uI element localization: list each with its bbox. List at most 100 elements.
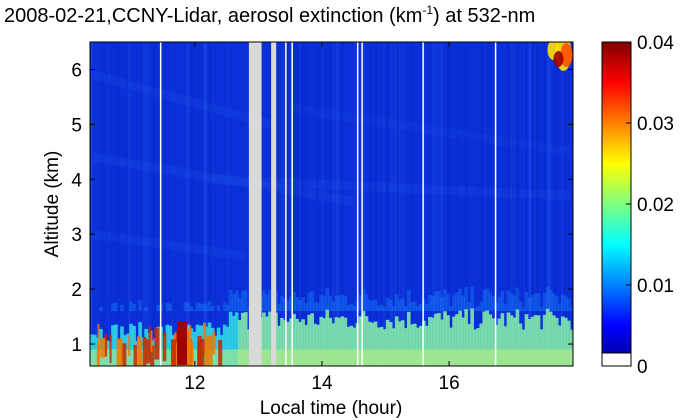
background-streak — [203, 42, 207, 366]
boundary-layer-transition — [228, 289, 233, 312]
background-streak — [382, 42, 386, 366]
background-streak — [431, 42, 435, 366]
high-extinction-column — [177, 322, 188, 365]
near-surface-layer — [497, 349, 502, 366]
no-data-band — [271, 42, 277, 366]
boundary-layer-column — [521, 329, 526, 366]
boundary-layer-column — [322, 318, 327, 366]
boundary-layer-column — [409, 324, 414, 366]
boundary-layer-column — [557, 325, 562, 366]
boundary-layer-column — [533, 315, 538, 366]
background-streak — [513, 42, 516, 366]
near-surface-layer — [467, 349, 471, 366]
high-extinction-patch — [121, 343, 127, 366]
high-extinction-patch — [187, 340, 194, 366]
background-streak — [305, 42, 308, 366]
boundary-layer-transition — [428, 294, 432, 312]
near-surface-layer — [455, 349, 459, 366]
near-surface-layer — [452, 349, 456, 366]
background-streak — [380, 42, 383, 366]
background-streak — [172, 42, 174, 366]
boundary-layer-transition — [563, 295, 568, 312]
boundary-layer-transition — [473, 307, 477, 312]
no-data-band — [248, 42, 262, 366]
high-extinction-patch — [199, 339, 205, 366]
background-streak — [360, 42, 362, 366]
near-surface-layer — [518, 349, 523, 366]
background-streak — [535, 42, 539, 366]
background-streak — [143, 42, 147, 366]
background-streak — [241, 42, 243, 366]
near-surface-layer — [536, 349, 541, 366]
data-gap-line — [159, 42, 162, 366]
boundary-layer-transition — [168, 303, 173, 312]
data-gap-line — [356, 42, 359, 366]
y-tick-label: 5 — [71, 115, 82, 136]
near-surface-layer — [310, 349, 314, 366]
high-extinction-patch — [100, 337, 106, 358]
background-streak — [506, 42, 510, 366]
boundary-layer-transition — [455, 292, 459, 312]
background-streak — [487, 42, 489, 366]
boundary-layer-column — [388, 322, 393, 366]
background-streak — [513, 42, 516, 366]
high-extinction-patch — [162, 332, 167, 362]
y-tick-label: 6 — [71, 60, 82, 81]
background-streak — [204, 42, 208, 366]
near-surface-layer — [485, 349, 490, 366]
near-surface-layer — [228, 349, 233, 366]
background-streak — [151, 42, 154, 366]
y-tick-label: 1 — [71, 335, 82, 356]
near-surface-layer — [93, 349, 97, 366]
near-surface-layer — [102, 349, 106, 366]
boundary-layer-transition — [132, 304, 136, 312]
boundary-layer-column — [413, 323, 417, 366]
boundary-layer-transition — [316, 302, 321, 312]
background-streak — [286, 42, 290, 366]
boundary-layer-transition — [406, 289, 411, 312]
boundary-layer-column — [497, 318, 502, 366]
near-surface-layer — [533, 349, 538, 366]
background-streak — [570, 42, 572, 366]
near-surface-layer — [370, 349, 375, 366]
background-streak — [102, 42, 105, 366]
near-surface-layer — [476, 349, 481, 366]
boundary-layer-transition — [431, 295, 435, 312]
near-surface-layer — [527, 349, 532, 366]
boundary-layer-transition — [400, 298, 405, 312]
boundary-layer-transition — [515, 287, 520, 312]
near-surface-layer — [337, 349, 342, 366]
boundary-layer-transition — [461, 295, 465, 312]
boundary-layer-transition — [334, 295, 339, 312]
near-surface-layer — [458, 349, 462, 366]
boundary-layer-transition — [186, 302, 191, 312]
boundary-layer-column — [461, 317, 465, 366]
boundary-layer-column — [485, 310, 490, 366]
boundary-layer-column — [349, 325, 354, 366]
data-gap-line — [422, 42, 424, 366]
boundary-layer-transition — [144, 306, 148, 312]
background-streak — [341, 42, 345, 366]
boundary-layer-transition — [192, 309, 197, 312]
boundary-layer-transition — [111, 303, 115, 312]
background-streak — [437, 42, 439, 366]
boundary-layer-column — [518, 323, 523, 366]
boundary-layer-column — [352, 327, 357, 366]
near-surface-layer — [542, 349, 547, 366]
data-gap-line — [494, 42, 497, 366]
boundary-layer-transition — [129, 301, 133, 312]
boundary-layer-column — [446, 315, 450, 366]
boundary-layer-transition — [346, 304, 351, 312]
boundary-layer-column — [455, 314, 459, 366]
boundary-layer-column — [286, 321, 290, 366]
boundary-layer-column — [234, 312, 239, 366]
near-surface-layer — [449, 349, 453, 366]
boundary-layer-transition — [497, 296, 502, 312]
aerosol-layer-streak — [207, 174, 571, 201]
near-surface-layer — [512, 349, 517, 366]
background-streak — [186, 42, 189, 366]
boundary-layer-column — [491, 318, 496, 366]
background-streak — [532, 42, 535, 366]
boundary-layer-column — [431, 317, 435, 366]
boundary-layer-column — [301, 319, 305, 366]
